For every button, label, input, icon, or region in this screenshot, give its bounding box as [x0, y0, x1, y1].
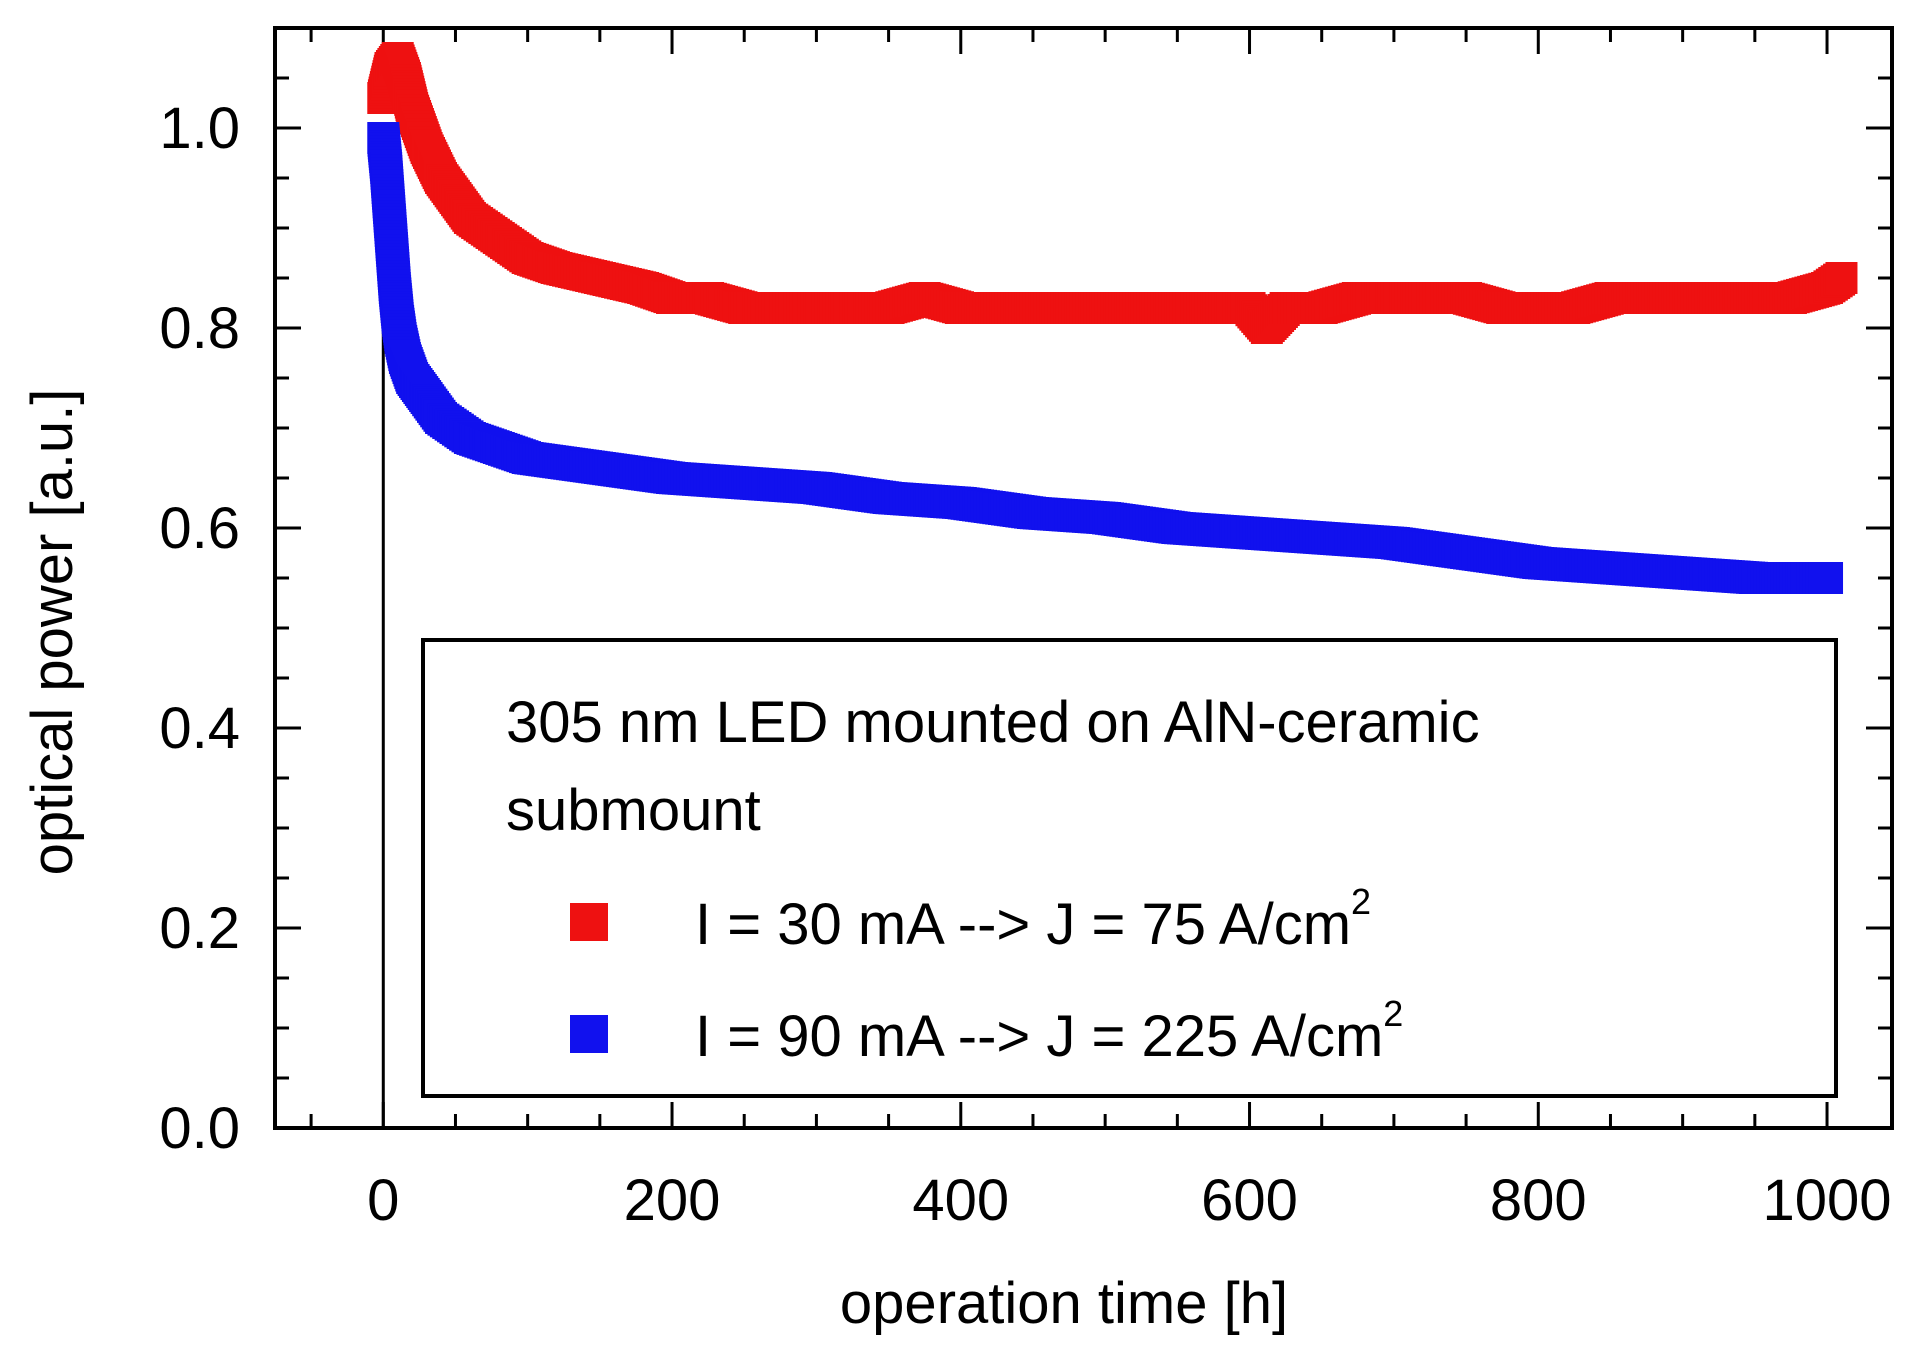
series-layer	[367, 42, 1858, 594]
legend-title-line-2: submount	[506, 778, 761, 843]
legend-swatch-series-1	[570, 903, 608, 941]
x-tick-label: 1000	[1763, 1168, 1892, 1233]
series-1	[367, 42, 1858, 344]
data-point	[1811, 562, 1844, 594]
legend-entry-series-1-text: I = 30 mA --> J = 75 A/cm	[695, 892, 1351, 957]
y-tick-label: 0.6	[159, 496, 240, 561]
legend-title-line-1: 305 nm LED mounted on AlN-ceramic	[506, 690, 1480, 755]
series-2	[367, 122, 1844, 594]
y-tick-label: 0.2	[159, 896, 240, 961]
y-tick-label: 0.4	[159, 696, 240, 761]
x-axis-label: operation time [h]	[840, 1271, 1288, 1336]
x-tick-label: 400	[912, 1168, 1009, 1233]
y-tick-label: 1.0	[159, 96, 240, 161]
legend-entry-series-2-superscript: 2	[1383, 993, 1403, 1034]
x-tick-label: 0	[367, 1168, 399, 1233]
x-tick-label: 200	[624, 1168, 721, 1233]
legend-entry-series-1: I = 30 mA --> J = 75 A/cm2	[695, 881, 1371, 957]
legend-entry-series-1-superscript: 2	[1351, 881, 1371, 922]
axis-tick-labels: 0 200 400 600 800 1000 0.0 0.2 0.4 0.6 0.8 1.0	[159, 96, 1891, 1233]
y-tick-label: 0.8	[159, 296, 240, 361]
legend-entry-series-2: I = 90 mA --> J = 225 A/cm2	[695, 993, 1403, 1069]
legend-box	[421, 638, 1838, 1098]
y-axis-label: optical power [a.u.]	[20, 389, 85, 876]
legend: 305 nm LED mounted on AlN-ceramic submou…	[421, 638, 1838, 1098]
legend-entry-series-2-text: I = 90 mA --> J = 225 A/cm	[695, 1004, 1383, 1069]
plot-frame	[273, 26, 1894, 1130]
x-tick-label: 800	[1490, 1168, 1587, 1233]
y-tick-label: 0.0	[159, 1096, 240, 1161]
data-point	[1825, 262, 1858, 294]
legend-swatch-series-2	[570, 1015, 608, 1053]
x-tick-label: 600	[1201, 1168, 1298, 1233]
